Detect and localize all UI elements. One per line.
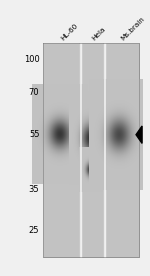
Polygon shape — [136, 126, 142, 143]
Text: 35: 35 — [29, 185, 39, 193]
Text: Hela: Hela — [91, 26, 107, 41]
Text: 100: 100 — [24, 55, 39, 64]
Bar — [43, 43, 79, 257]
Text: 55: 55 — [29, 130, 39, 139]
Text: Ms.brain: Ms.brain — [120, 15, 146, 41]
Text: 25: 25 — [29, 226, 39, 235]
Text: 70: 70 — [29, 88, 39, 97]
Bar — [43, 43, 139, 257]
Bar — [105, 43, 139, 257]
Bar — [81, 43, 103, 257]
Text: HL-60: HL-60 — [60, 22, 79, 41]
